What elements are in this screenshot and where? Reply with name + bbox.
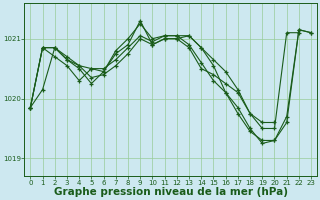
X-axis label: Graphe pression niveau de la mer (hPa): Graphe pression niveau de la mer (hPa) xyxy=(54,187,288,197)
